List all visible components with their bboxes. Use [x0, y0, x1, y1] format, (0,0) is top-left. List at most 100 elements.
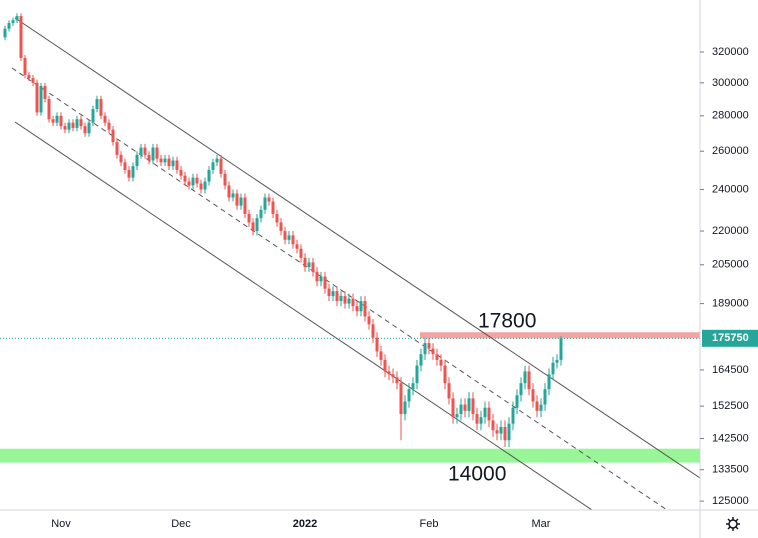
candle-body — [335, 291, 339, 302]
candle-body — [551, 362, 555, 375]
candle-body — [47, 99, 51, 120]
candle-body — [63, 126, 67, 130]
candle-body — [283, 231, 287, 240]
candle-body — [363, 301, 367, 317]
candle-body — [347, 298, 351, 304]
candle-body — [359, 301, 363, 312]
candle-body — [167, 158, 171, 167]
candle-body — [139, 147, 143, 155]
candle-body — [539, 404, 543, 411]
y-tick-label: 240000 — [712, 183, 749, 195]
candle-body — [559, 338, 563, 360]
axes: 360000 320000 300000 280000 260000 240000 2200… — [51, 0, 758, 530]
y-tick-label: 133500 — [712, 464, 749, 476]
candle-body — [187, 181, 191, 186]
candle-body — [463, 404, 467, 411]
candle-body — [71, 122, 75, 128]
candle-body — [367, 316, 371, 325]
x-tick-label: Feb — [420, 518, 439, 530]
x-tick-label: Nov — [51, 518, 71, 530]
candle-body — [223, 173, 227, 186]
channel-upper — [14, 17, 700, 479]
candle-body — [531, 389, 535, 402]
candle-body — [411, 383, 415, 390]
x-tick-label: 2022 — [293, 518, 317, 530]
candle-body — [235, 193, 239, 206]
candle-body — [219, 158, 223, 174]
candle-body — [111, 129, 115, 143]
candle-body — [455, 414, 459, 418]
y-tick-label: 300000 — [712, 77, 749, 89]
candle-body — [243, 197, 247, 214]
candle-body — [163, 158, 167, 163]
candle-body — [435, 354, 439, 360]
candle-body — [103, 115, 107, 123]
candle-body — [191, 177, 195, 186]
candle-body — [227, 185, 231, 198]
candle-body — [355, 306, 359, 312]
candle-body — [443, 365, 447, 384]
candle-body — [87, 122, 91, 134]
candle-body — [147, 154, 151, 161]
candle-body — [39, 86, 43, 113]
y-tick-label: 205000 — [712, 259, 749, 271]
candle-body — [239, 197, 243, 206]
candle-body — [511, 407, 515, 424]
candle-body — [251, 222, 255, 232]
candle-body — [459, 404, 463, 415]
zone-label: 17800 — [478, 310, 536, 333]
candle-body — [263, 197, 267, 210]
candle-body — [379, 351, 383, 360]
candle-body — [291, 235, 295, 245]
candle-body — [159, 158, 163, 163]
candle-body — [19, 16, 23, 59]
candle-body — [431, 348, 435, 355]
candle-body — [407, 389, 411, 402]
candle-body — [207, 169, 211, 182]
candle-body — [487, 407, 491, 421]
candle-body — [79, 119, 83, 127]
candle-body — [151, 147, 155, 161]
y-tick-label: 125000 — [712, 495, 749, 507]
gear[interactable] — [728, 519, 738, 529]
zones — [0, 332, 700, 463]
candle-body — [315, 271, 319, 282]
candle-body — [215, 158, 219, 163]
candle-body — [43, 86, 47, 100]
y-tick-label: 280000 — [712, 110, 749, 122]
candle-body — [275, 213, 279, 223]
y-tick-label: 320000 — [712, 46, 749, 58]
x-tick-label: Dec — [171, 518, 191, 530]
y-tick-label: 142500 — [712, 432, 749, 444]
candle-body — [307, 262, 311, 268]
y-tick-label: 189000 — [712, 298, 749, 310]
candle-body — [323, 276, 327, 289]
candle-body — [527, 371, 531, 390]
candle-body — [327, 288, 331, 297]
y-tick-label: 360000 — [712, 0, 749, 2]
candle-body — [303, 257, 307, 268]
last-price-label: 175750 — [712, 332, 749, 344]
candle-body — [495, 430, 499, 434]
candle-body — [15, 16, 19, 21]
y-tick-label: 260000 — [712, 145, 749, 157]
channel-mid — [11, 67, 668, 510]
candle-body — [179, 169, 183, 176]
gear-teeth[interactable] — [726, 517, 740, 531]
candle-body — [115, 142, 119, 155]
candle-body — [31, 78, 35, 83]
candle-body — [55, 115, 59, 123]
candle-body — [67, 122, 71, 130]
candle-body — [523, 371, 527, 384]
zone — [420, 332, 700, 339]
candle-body — [391, 374, 395, 378]
candle-body — [195, 177, 199, 184]
candle-body — [83, 126, 87, 134]
candle-body — [99, 99, 103, 116]
channel-lower — [14, 121, 593, 510]
settings-icon[interactable] — [726, 517, 740, 531]
candle-body — [183, 175, 187, 182]
candle-body — [11, 20, 15, 24]
candle-body — [467, 398, 471, 411]
candle-body — [399, 383, 403, 415]
